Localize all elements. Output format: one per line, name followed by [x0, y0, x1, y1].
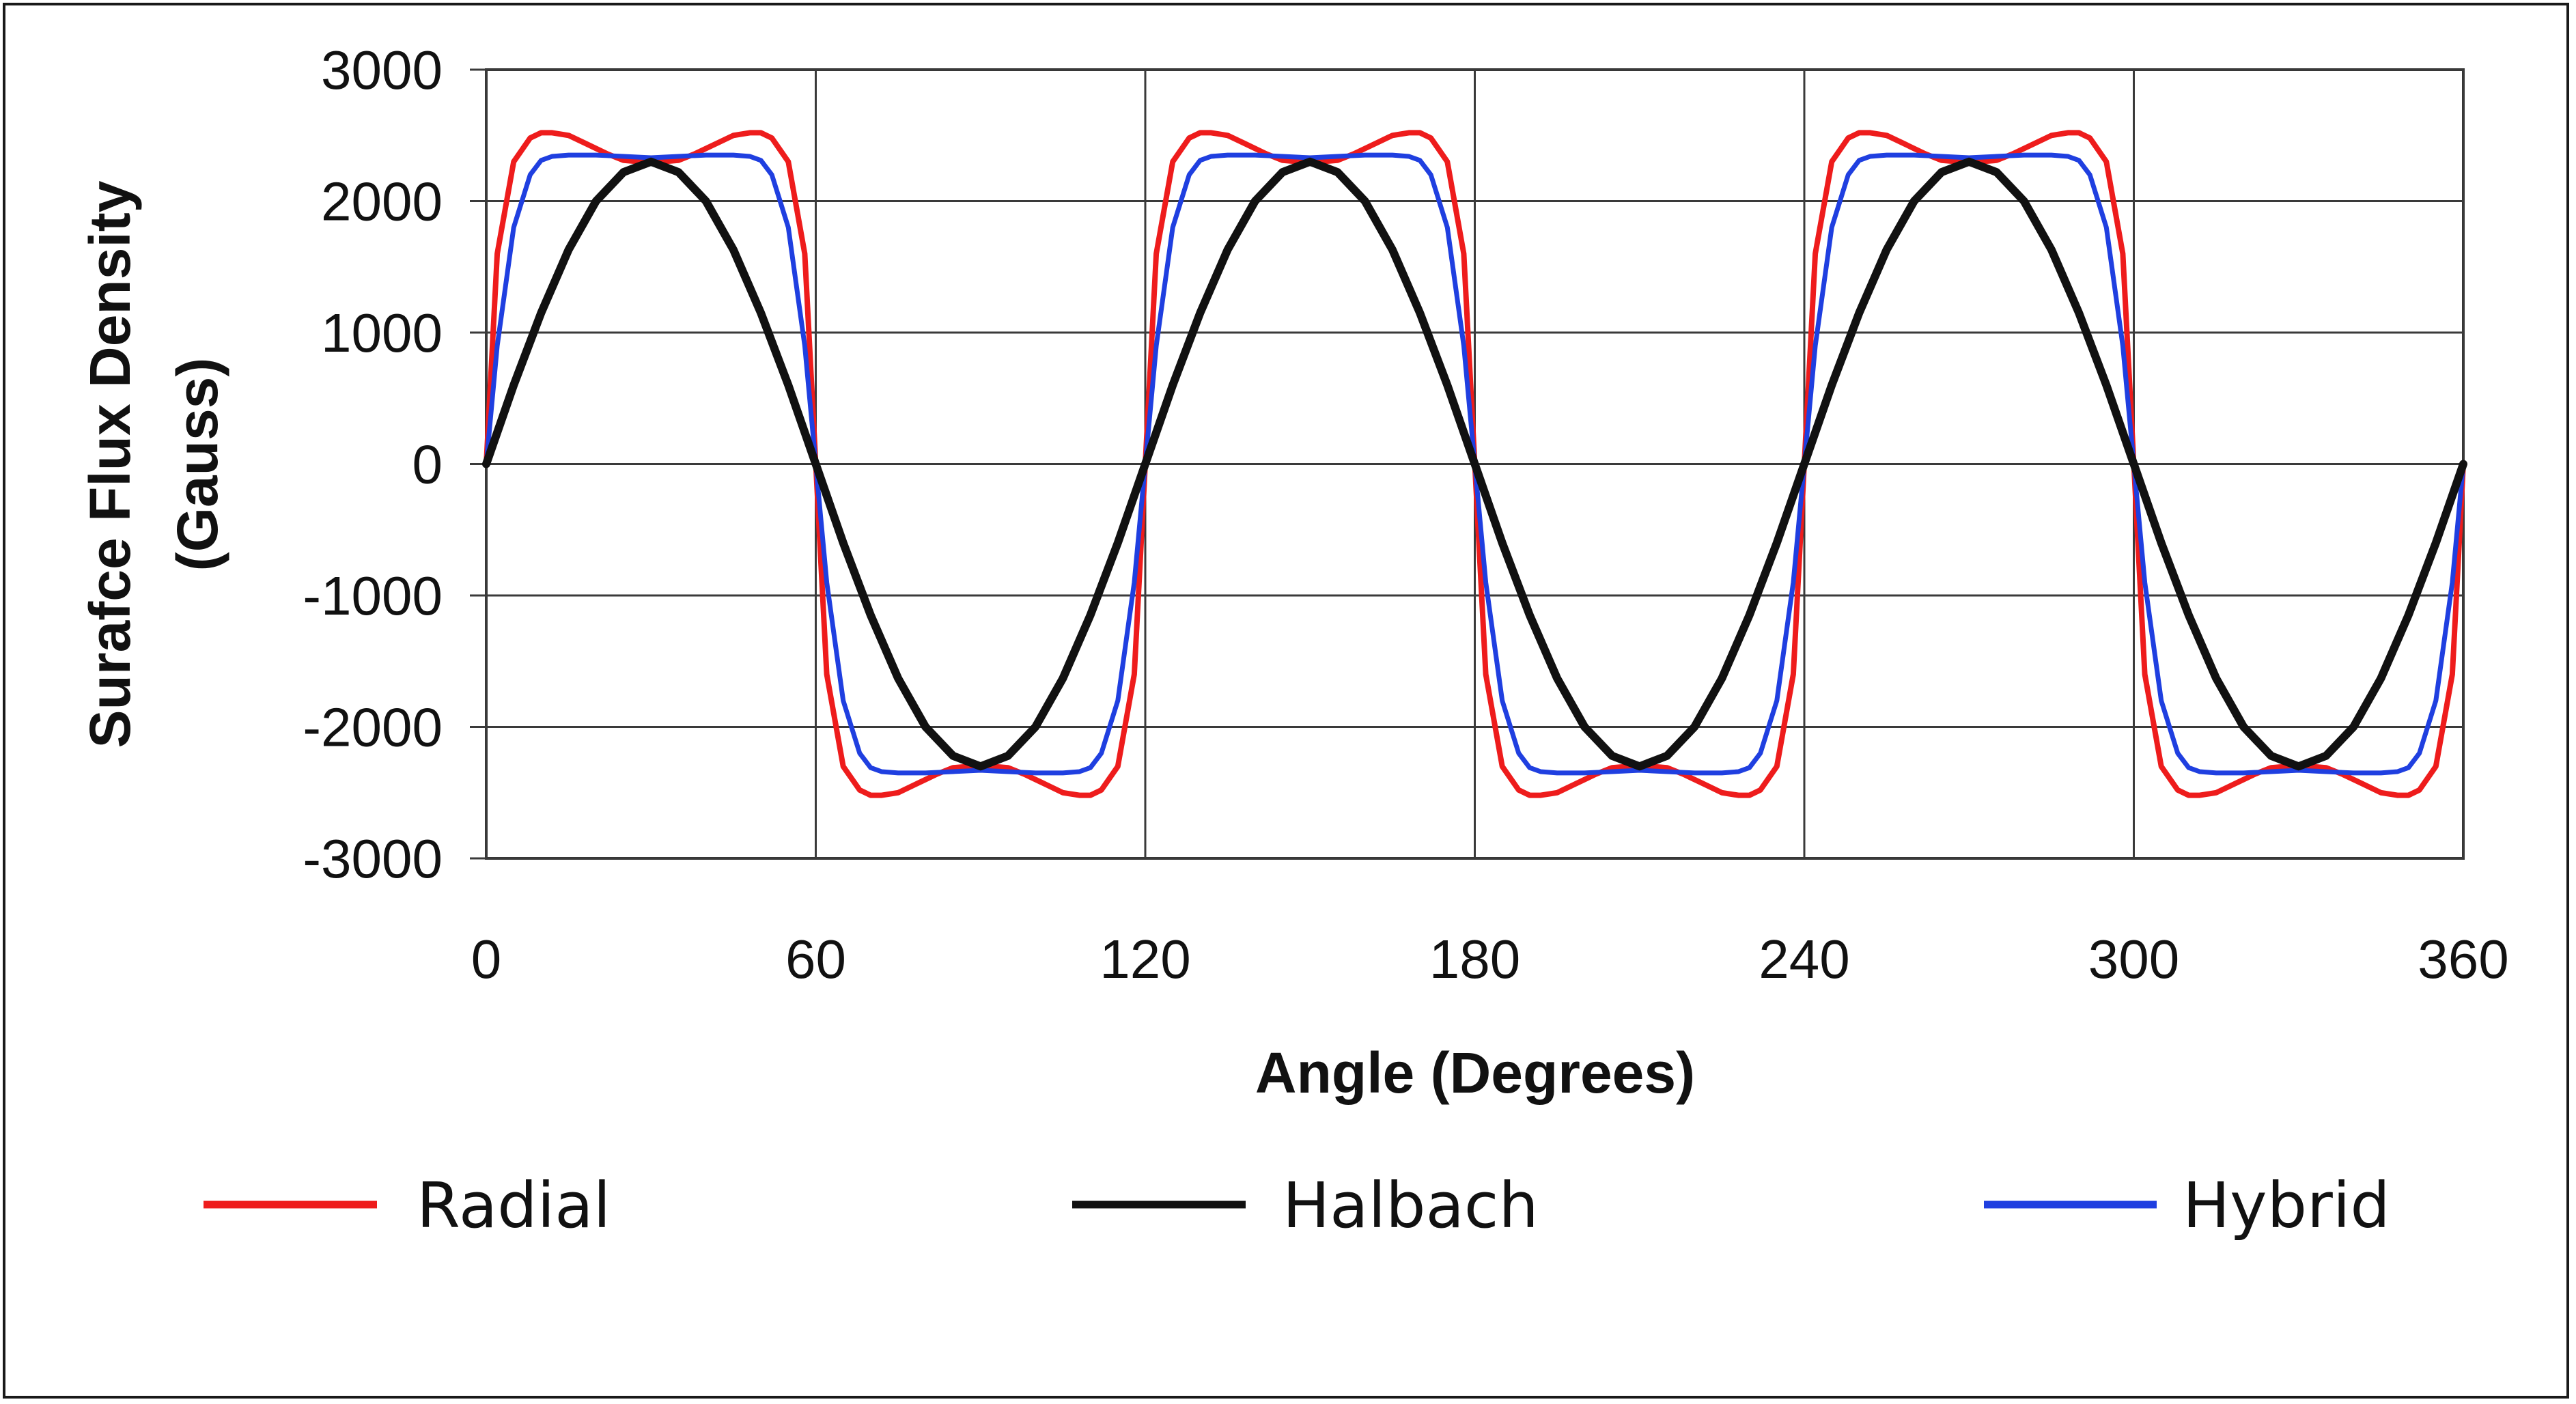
- x-tick-label: 180: [1429, 929, 1520, 989]
- x-tick-labels: 0 60 120 180 240 300 360: [471, 929, 2509, 989]
- y-tick-label: 3000: [321, 40, 443, 100]
- x-tick-label: 60: [785, 929, 846, 989]
- y-tick-label: 2000: [321, 171, 443, 232]
- y-tick-label: -1000: [303, 565, 443, 626]
- series-line-halbach: [482, 157, 2467, 771]
- y-tick-labels: 3000 2000 1000 0 -1000 -2000 -3000: [303, 40, 443, 889]
- legend: Radial Halbach Hybrid: [204, 1169, 2390, 1242]
- y-tick-label: 1000: [321, 303, 443, 363]
- legend-label-hybrid: Hybrid: [2183, 1169, 2390, 1242]
- x-tick-label: 300: [2088, 929, 2179, 989]
- y-tick-label: -3000: [303, 828, 443, 889]
- y-axis-title-line1: Surafce Flux Density: [78, 180, 142, 748]
- x-axis-title: Angle (Degrees): [1255, 1041, 1695, 1105]
- x-tick-label: 240: [1759, 929, 1849, 989]
- legend-label-halbach: Halbach: [1283, 1169, 1539, 1242]
- x-tick-label: 0: [471, 929, 502, 989]
- y-tick-label: -2000: [303, 697, 443, 758]
- x-tick-label: 120: [1100, 929, 1190, 989]
- x-tick-label: 360: [2418, 929, 2508, 989]
- y-tick-label: 0: [412, 434, 443, 495]
- legend-label-radial: Radial: [417, 1169, 611, 1242]
- series-lines: [482, 130, 2467, 798]
- y-axis-title-line2: (Gauss): [165, 358, 229, 572]
